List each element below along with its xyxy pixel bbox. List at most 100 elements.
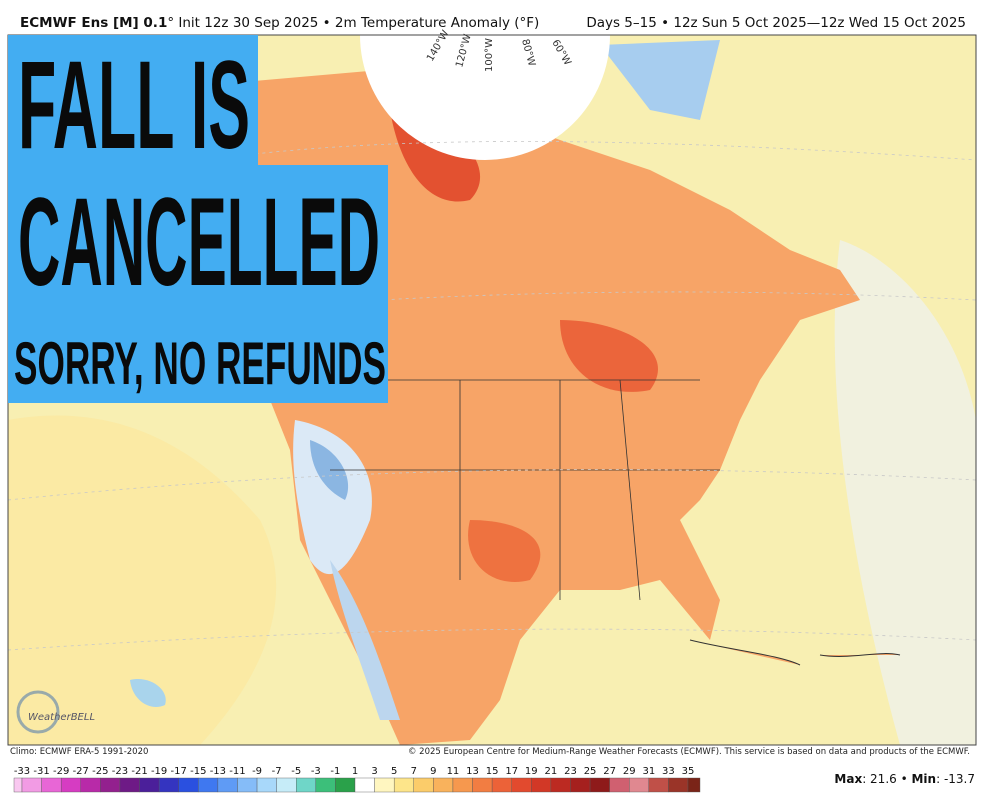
colorbar-label: -9 <box>252 766 262 777</box>
cool-mexico <box>330 560 400 720</box>
colorbar-label: 31 <box>642 766 655 777</box>
colorbar-swatch <box>21 777 42 793</box>
header-right: Days 5–15 • 12z Sun 5 Oct 2025—12z Wed 1… <box>586 15 966 31</box>
logo-swirl <box>16 690 60 734</box>
cool-patch <box>130 679 166 708</box>
colorbar-swatch <box>80 777 101 793</box>
colorbar-swatch <box>296 777 317 793</box>
ocean-warm <box>8 415 277 745</box>
colorbar-label: -7 <box>272 766 282 777</box>
overlay: FALL IS CANCELLED SORRY, NO REFUNDS <box>8 35 388 403</box>
max-label: Max <box>834 772 862 786</box>
title-rest: ° Init 12z 30 Sep 2025 • 2m Temperature … <box>167 15 539 31</box>
colorbar-swatch <box>472 777 493 793</box>
colorbar-swatch <box>13 777 23 793</box>
overlay-line: SORRY, NO REFUNDS <box>14 330 386 397</box>
logo: WeatherBELL <box>28 712 95 723</box>
overlay-line: FALL IS <box>18 36 250 175</box>
colorbar-label: -31 <box>33 766 49 777</box>
colorbar-label: -21 <box>131 766 147 777</box>
colorbar-label: 19 <box>525 766 538 777</box>
colorbar-label: 23 <box>564 766 577 777</box>
caribbean <box>689 639 901 666</box>
graticule <box>8 141 976 651</box>
colorbar-swatch <box>531 777 552 793</box>
overlay-box <box>8 35 388 403</box>
colorbar-swatch <box>374 777 395 793</box>
colorbar-swatch <box>119 777 140 793</box>
cool-nevada <box>310 440 349 500</box>
colorbar-label: 9 <box>430 766 436 777</box>
colorbar-label: -11 <box>229 766 245 777</box>
colorbar-label: -29 <box>53 766 69 777</box>
colorbar-swatch <box>100 777 121 793</box>
colorbar-label: 17 <box>505 766 518 777</box>
colorbar-swatch <box>237 777 258 793</box>
climo: Climo: ECMWF ERA-5 1991-2020 <box>10 747 148 757</box>
colorbar-label: 35 <box>682 766 695 777</box>
title-bold: ECMWF Ens [M] 0.1 <box>20 15 167 31</box>
colorbar-swatch <box>139 777 160 793</box>
colorbar-swatch <box>178 777 199 793</box>
colorbar-label: -1 <box>330 766 340 777</box>
colorbar-swatch <box>433 777 454 793</box>
colorbar-label: -33 <box>14 766 30 777</box>
colorbar-swatch <box>550 777 571 793</box>
colorbar-label: -5 <box>291 766 301 777</box>
colorbar-label: -3 <box>311 766 321 777</box>
colorbar-swatch <box>335 777 356 793</box>
map: 140°W 120°W 100°W 80°W 60°W WeatherBELL <box>7 28 977 746</box>
colorbar-swatch <box>413 777 434 793</box>
colorbar-swatch <box>648 777 669 793</box>
longitude-label: 100°W <box>484 38 495 72</box>
colorbar-label: -19 <box>151 766 167 777</box>
colorbar-label: 3 <box>371 766 377 777</box>
greenland <box>600 40 720 120</box>
colorbar-swatch <box>570 777 591 793</box>
colorbar-swatch <box>452 777 473 793</box>
stats: Max: 21.6 • Min: -13.7 <box>834 772 975 786</box>
header-title: ECMWF Ens [M] 0.1° Init 12z 30 Sep 2025 … <box>20 15 539 31</box>
colorbar-label: 21 <box>545 766 558 777</box>
colorbar-swatch <box>491 777 512 793</box>
hot-texas <box>468 520 541 582</box>
max-text: : 21.6 • <box>862 772 911 786</box>
colorbar-swatch <box>629 777 650 793</box>
colorbar-label: 1 <box>352 766 358 777</box>
polar-cap <box>360 35 610 160</box>
colorbar-swatch <box>158 777 179 793</box>
colorbar-label: -17 <box>171 766 187 777</box>
min-text: : -13.7 <box>936 772 975 786</box>
ocean-cool <box>834 240 976 745</box>
colorbar-label: 15 <box>486 766 499 777</box>
colorbar-swatch <box>609 777 630 793</box>
colorbar: -33 -31 -29 -27 -25 -23 -21 -19 -17 -15 -13 -11 -9 -7… <box>13 766 701 793</box>
colorbar-swatch <box>198 777 219 793</box>
colorbar-label: 11 <box>447 766 460 777</box>
min-label: Min <box>911 772 936 786</box>
colorbar-label: 27 <box>603 766 616 777</box>
colorbar-label: -15 <box>190 766 206 777</box>
overlay-line: CANCELLED <box>18 173 380 312</box>
colorbar-label: -25 <box>92 766 108 777</box>
copyright: © 2025 European Centre for Medium-Range … <box>408 747 970 757</box>
colorbar-swatch <box>589 777 610 793</box>
colorbar-swatch <box>668 777 689 793</box>
colorbar-swatch <box>687 777 701 793</box>
colorbar-swatch <box>60 777 81 793</box>
colorbar-label: 7 <box>411 766 417 777</box>
colorbar-swatch <box>511 777 532 793</box>
colorbar-label: 5 <box>391 766 397 777</box>
colorbar-swatch <box>315 777 336 793</box>
colorbar-swatch <box>393 777 414 793</box>
hot-ontario <box>560 320 658 392</box>
colorbar-swatch <box>217 777 238 793</box>
colorbar-swatch <box>41 777 62 793</box>
colorbar-swatch <box>354 777 375 793</box>
colorbar-label: 33 <box>662 766 675 777</box>
colorbar-label: -13 <box>210 766 226 777</box>
colorbar-label: 13 <box>466 766 479 777</box>
colorbar-swatch <box>276 777 297 793</box>
colorbar-label: -23 <box>112 766 128 777</box>
